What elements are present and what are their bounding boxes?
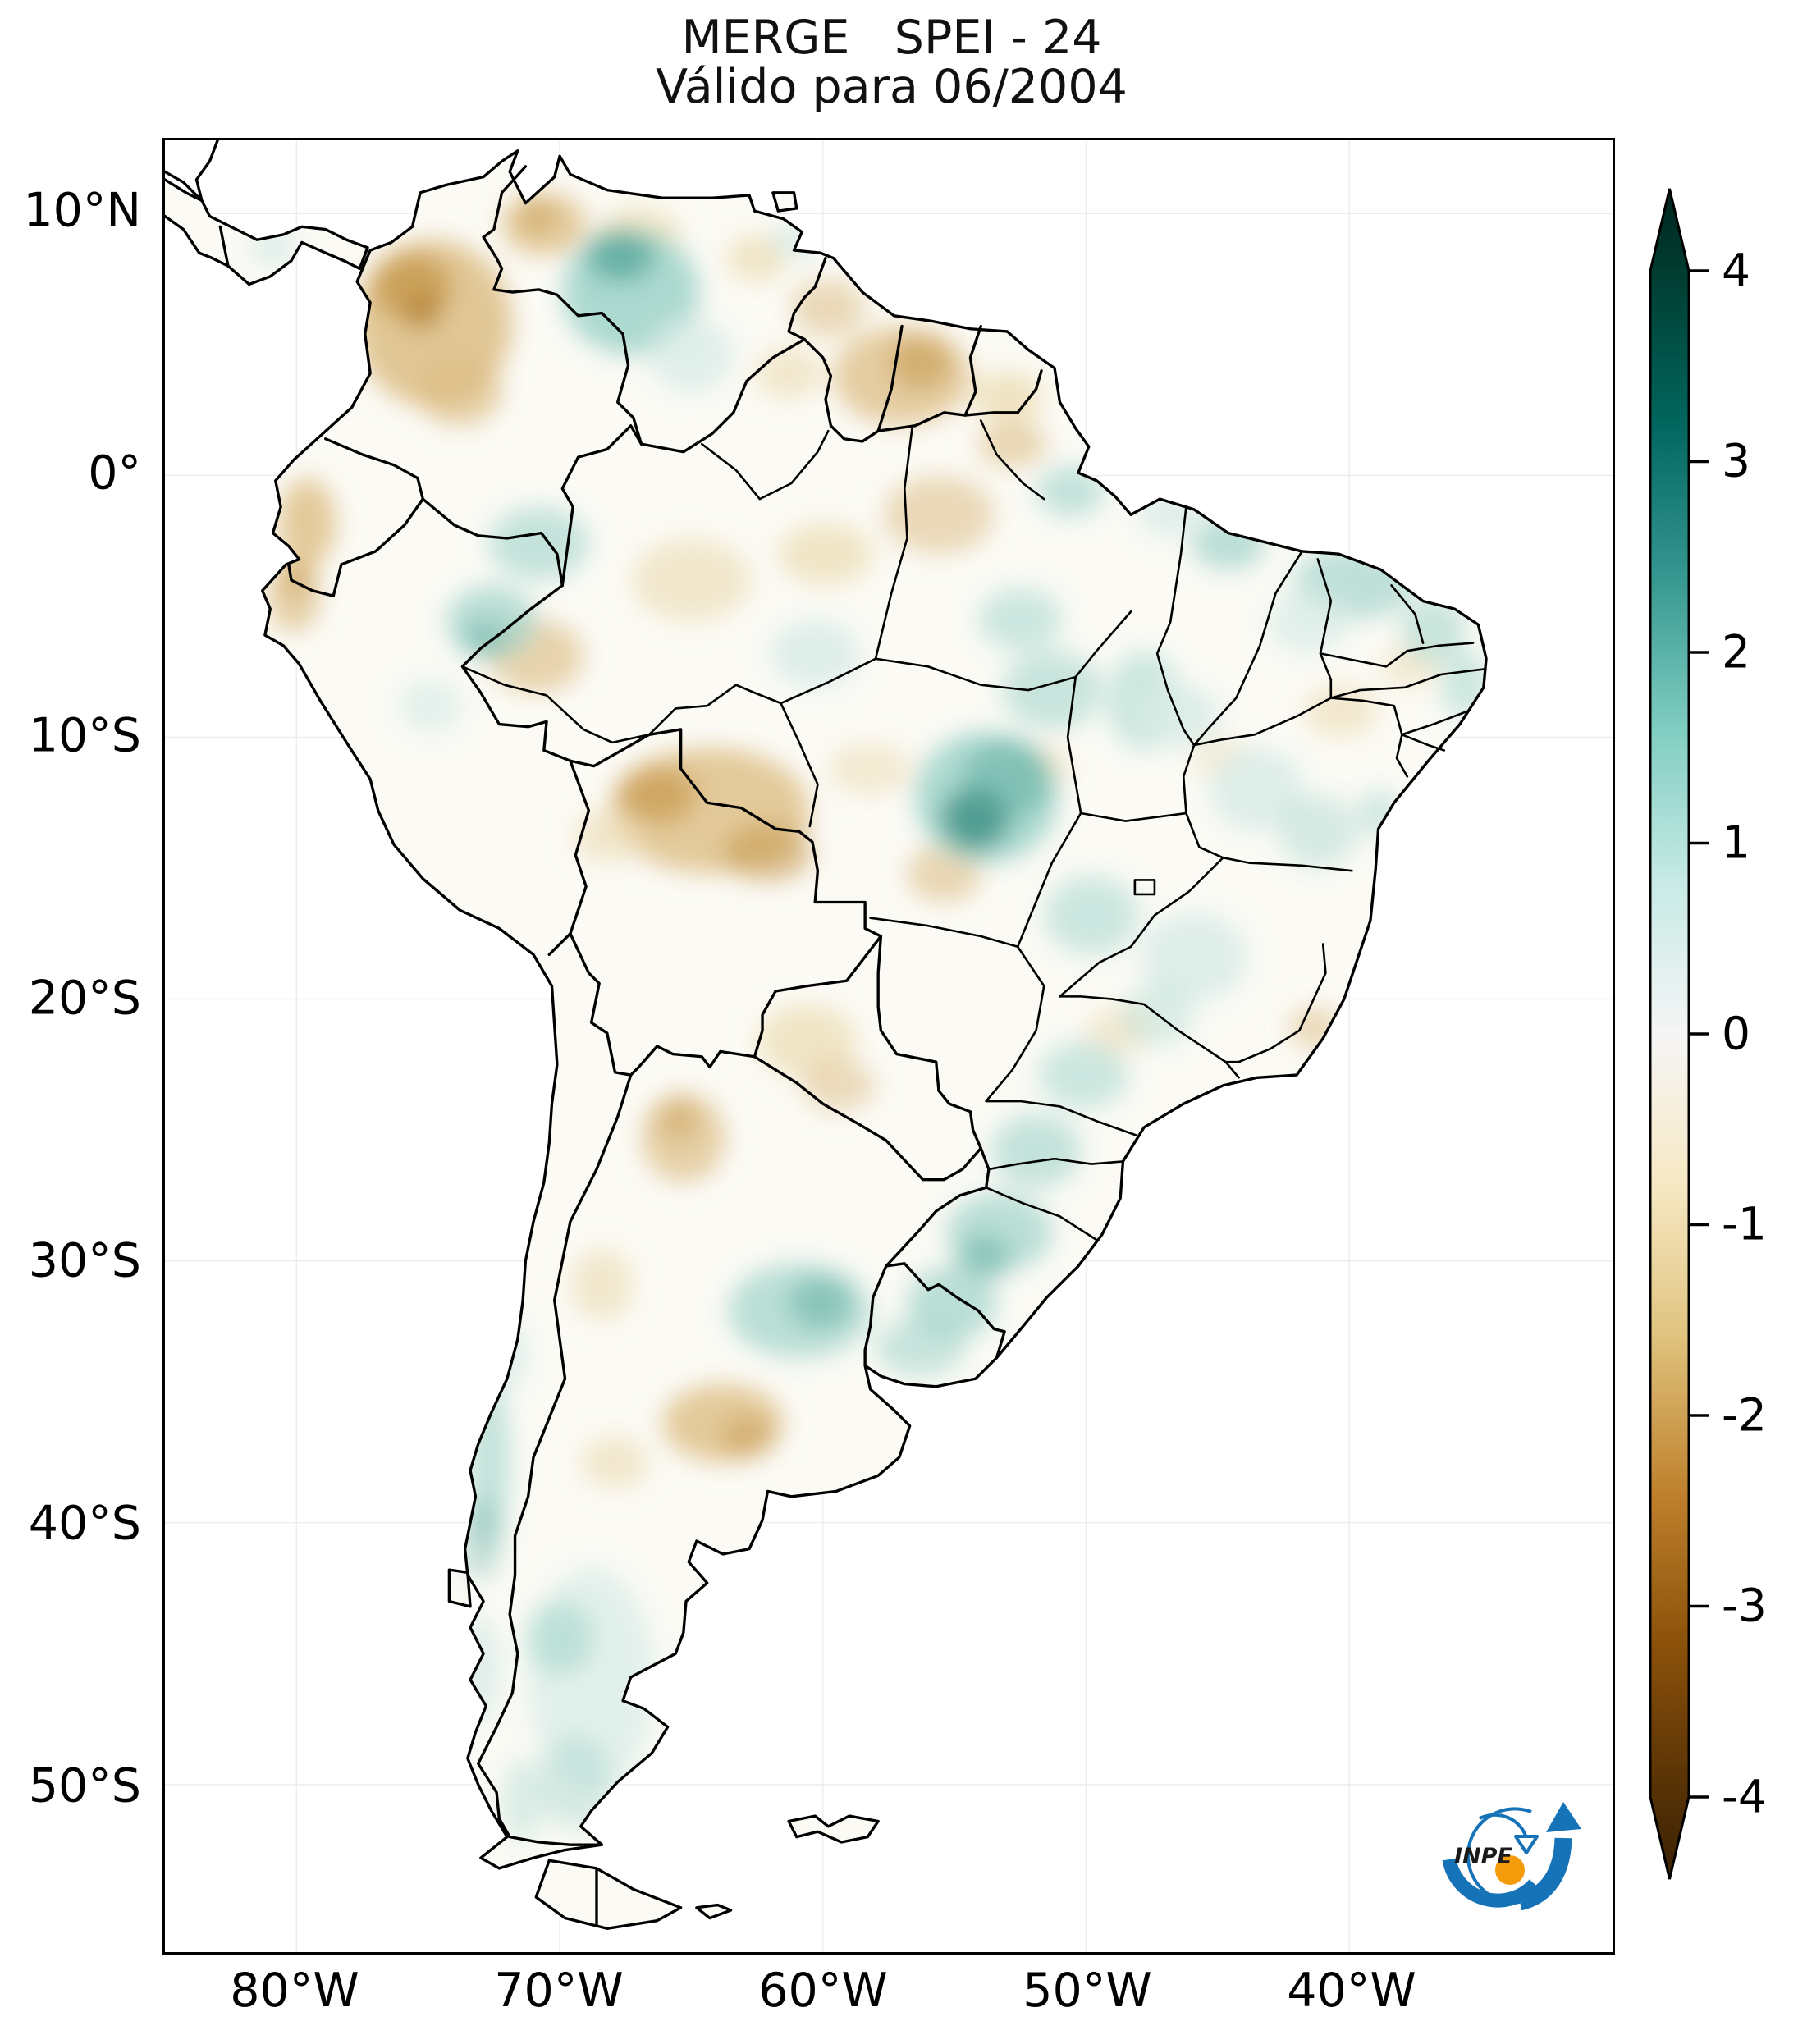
state-borders [461,419,1485,1241]
cb-tick-1: 1 [1722,816,1750,869]
inpe-logo: INPE [1442,1802,1581,1911]
colorbar-gradient-bar [1649,188,1690,1880]
logo-small-arrowhead [1514,1835,1539,1854]
y-tick-20S: 20°S [28,971,141,1026]
logo-text: INPE [1454,1844,1512,1869]
x-tick-40W: 40°W [1287,1964,1416,2018]
logo-inner-arc [1479,1813,1528,1839]
south-america-map [165,140,1613,1952]
cb-tick-n3: -3 [1722,1579,1767,1632]
cb-tick-n4: -4 [1722,1770,1767,1823]
logo-big-arrowhead [1546,1802,1581,1832]
x-tick-70W: 70°W [494,1964,624,2018]
cb-tick-n2: -2 [1722,1388,1767,1442]
x-tick-60W: 60°W [758,1964,888,2018]
colorbar-tick-marks [1689,269,1709,1799]
spei-raster-field [165,150,1487,1929]
y-tick-30S: 30°S [28,1233,141,1288]
y-tick-10S: 10°S [28,708,141,763]
cb-tick-2: 2 [1722,625,1750,679]
x-tick-50W: 50°W [1023,1964,1152,2018]
cb-tick-3: 3 [1722,434,1750,487]
y-tick-0: 0° [88,446,141,501]
x-tick-80W: 80°W [230,1964,359,2018]
chart-title: MERGE SPEI - 24 [681,11,1102,65]
colorbar [1649,188,1709,1880]
chart-subtitle: Válido para 06/2004 [656,60,1128,114]
logo-orange-circle [1495,1855,1525,1885]
y-tick-50S: 50°S [28,1758,141,1813]
cb-tick-4: 4 [1722,244,1750,297]
country-borders [165,140,1043,1927]
cb-tick-0: 0 [1722,1007,1750,1060]
y-tick-10N: 10°N [23,183,141,238]
logo-big-arrow-shaft [1517,1837,1572,1911]
map-panel [162,138,1615,1955]
cb-tick-n1: -1 [1722,1197,1767,1251]
y-tick-40S: 40°S [28,1496,141,1551]
coastline [165,149,1488,1930]
